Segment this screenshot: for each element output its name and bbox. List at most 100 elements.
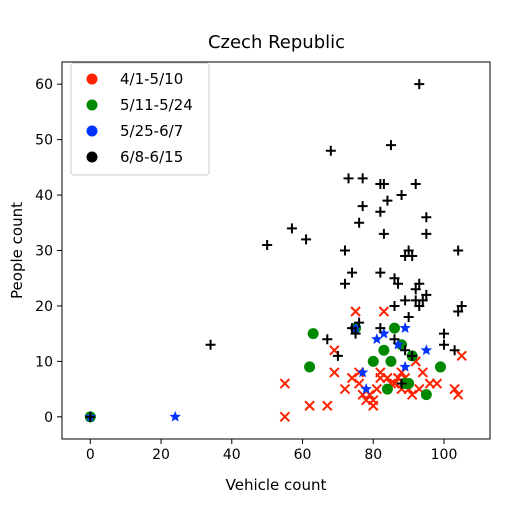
data-point	[347, 267, 358, 278]
data-point	[407, 350, 418, 361]
data-point	[421, 228, 432, 239]
data-point	[456, 350, 467, 362]
y-tick-label: 10	[35, 354, 53, 370]
data-point	[449, 345, 460, 356]
data-point	[414, 278, 425, 289]
y-axis-label: People count	[8, 202, 26, 299]
x-tick-label: 40	[223, 447, 241, 463]
data-point	[389, 300, 400, 311]
data-point	[414, 79, 425, 90]
data-point	[400, 295, 411, 306]
data-point	[354, 217, 365, 228]
data-point	[406, 389, 418, 400]
y-tick-label: 20	[35, 299, 53, 315]
data-point	[396, 190, 407, 201]
data-point	[420, 344, 433, 356]
data-point	[169, 410, 181, 422]
data-point	[371, 383, 383, 395]
y-tick-label: 30	[35, 244, 53, 260]
data-point	[407, 251, 418, 262]
legend-marker	[86, 99, 98, 111]
data-point	[205, 339, 216, 350]
data-point	[339, 245, 350, 256]
series-plus	[85, 79, 467, 422]
x-tick-label: 0	[86, 447, 95, 463]
data-point	[357, 173, 368, 184]
data-point	[354, 317, 365, 328]
legend: 4/1-5/10 5/11-5/24 5/25-6/7 6/8-6/15	[70, 62, 210, 176]
data-point	[403, 245, 414, 256]
data-point	[375, 206, 386, 217]
data-point	[378, 306, 390, 317]
data-point	[378, 178, 389, 189]
data-point	[389, 334, 400, 345]
x-tick-label: 20	[152, 447, 170, 463]
data-point	[453, 306, 464, 317]
data-point	[304, 400, 315, 411]
data-point	[85, 411, 96, 422]
data-point	[453, 245, 464, 256]
data-point	[322, 334, 333, 345]
data-point	[417, 295, 428, 306]
data-point	[279, 411, 291, 423]
y-tick-label: 0	[44, 410, 53, 426]
data-point	[399, 322, 411, 333]
data-point	[420, 389, 432, 401]
data-point	[325, 145, 336, 156]
data-point	[434, 361, 446, 373]
data-point	[356, 366, 369, 378]
x-axis: 0 20 40 60 80 100	[86, 439, 458, 463]
data-point	[421, 212, 432, 223]
data-point	[452, 389, 464, 400]
data-point	[371, 333, 383, 345]
data-point	[329, 367, 340, 378]
data-point	[279, 378, 291, 389]
data-point	[439, 328, 450, 339]
legend-label: 4/1-5/10	[120, 70, 183, 88]
plot-area	[84, 79, 467, 423]
data-point	[439, 339, 450, 350]
data-point	[417, 367, 429, 378]
data-point	[353, 378, 365, 389]
data-point	[449, 383, 460, 395]
legend-label: 5/25-6/7	[120, 122, 183, 140]
data-point	[399, 360, 411, 372]
data-point	[360, 383, 372, 394]
data-point	[346, 372, 358, 384]
series-circle	[84, 322, 446, 423]
data-point	[339, 278, 350, 289]
data-point	[367, 355, 379, 367]
data-point	[403, 378, 415, 390]
data-point	[385, 355, 397, 367]
legend-marker	[86, 151, 98, 163]
data-point	[385, 140, 396, 151]
data-point	[375, 323, 386, 334]
data-point	[307, 328, 319, 340]
legend-marker	[86, 125, 98, 137]
data-point	[343, 173, 354, 184]
y-tick-label: 60	[35, 77, 53, 93]
data-point	[378, 344, 390, 356]
legend-marker	[86, 73, 98, 85]
data-point	[286, 223, 297, 234]
data-point	[431, 378, 443, 389]
legend-label: 6/8-6/15	[120, 148, 183, 166]
data-point	[347, 323, 358, 334]
x-tick-label: 100	[431, 447, 458, 463]
data-point	[403, 312, 414, 323]
x-tick-label: 60	[294, 447, 312, 463]
y-tick-label: 50	[35, 133, 53, 149]
y-tick-label: 40	[35, 188, 53, 204]
data-point	[332, 350, 343, 361]
data-point	[396, 378, 407, 389]
data-point	[382, 372, 393, 384]
y-axis: 0 10 20 30 40 50 60	[35, 77, 62, 426]
data-point	[375, 267, 386, 278]
data-point	[414, 300, 425, 311]
data-point	[382, 195, 393, 206]
data-point	[350, 306, 361, 317]
data-point	[421, 289, 432, 300]
x-axis-label: Vehicle count	[226, 476, 327, 494]
data-point	[378, 228, 389, 239]
